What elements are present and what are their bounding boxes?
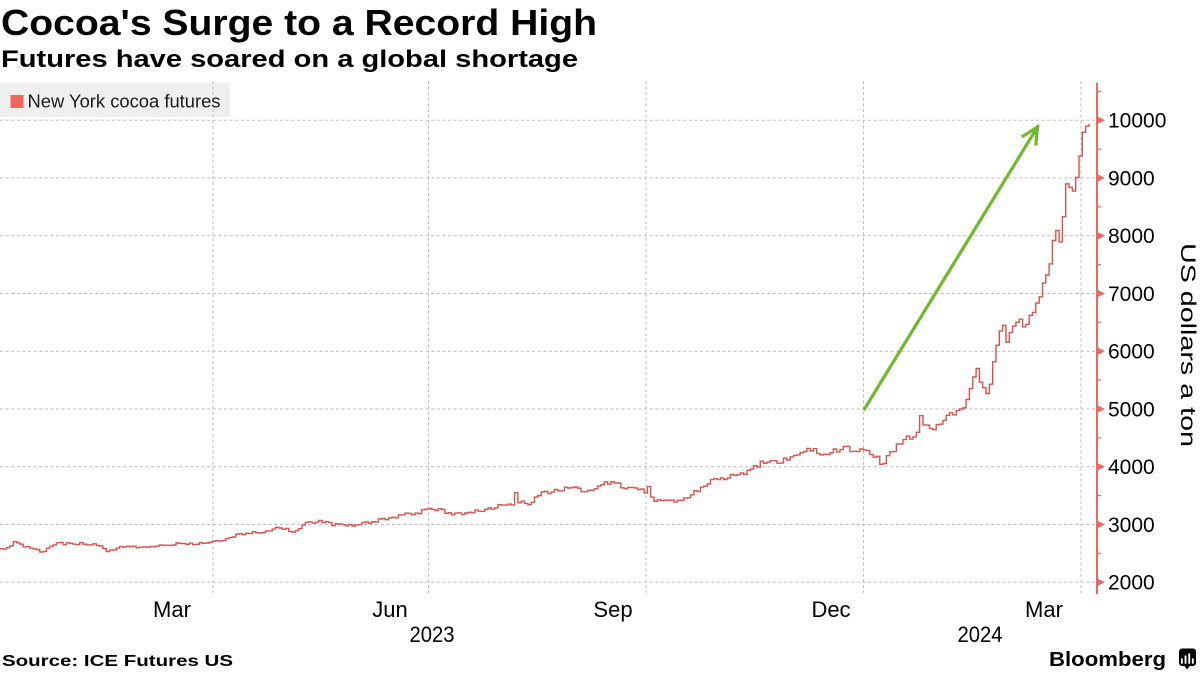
svg-text:Bloomberg: Bloomberg xyxy=(1049,648,1166,671)
svg-text:Futures have soared on a globa: Futures have soared on a global shortage xyxy=(1,46,578,73)
svg-text:8000: 8000 xyxy=(1108,225,1155,248)
svg-text:6000: 6000 xyxy=(1108,341,1155,364)
svg-text:Jun: Jun xyxy=(372,597,407,622)
svg-text:2024: 2024 xyxy=(958,622,1003,647)
svg-text:Dec: Dec xyxy=(811,597,850,622)
svg-text:2000: 2000 xyxy=(1108,572,1155,595)
svg-text:Sep: Sep xyxy=(593,597,632,622)
svg-text:US dollars a ton: US dollars a ton xyxy=(1176,243,1199,447)
svg-text:Mar: Mar xyxy=(1025,597,1063,622)
svg-text:Source: ICE Futures US: Source: ICE Futures US xyxy=(2,653,233,670)
svg-text:3000: 3000 xyxy=(1108,514,1155,537)
svg-text:2023: 2023 xyxy=(410,622,455,647)
svg-text:9000: 9000 xyxy=(1108,167,1155,190)
svg-text:5000: 5000 xyxy=(1108,398,1155,421)
svg-text:Cocoa's Surge to a Record High: Cocoa's Surge to a Record High xyxy=(1,2,597,43)
svg-text:New York cocoa futures: New York cocoa futures xyxy=(28,92,221,112)
svg-text:Mar: Mar xyxy=(153,597,191,622)
svg-text:4000: 4000 xyxy=(1108,456,1155,479)
svg-text:10000: 10000 xyxy=(1108,110,1166,133)
svg-text:7000: 7000 xyxy=(1108,283,1155,306)
